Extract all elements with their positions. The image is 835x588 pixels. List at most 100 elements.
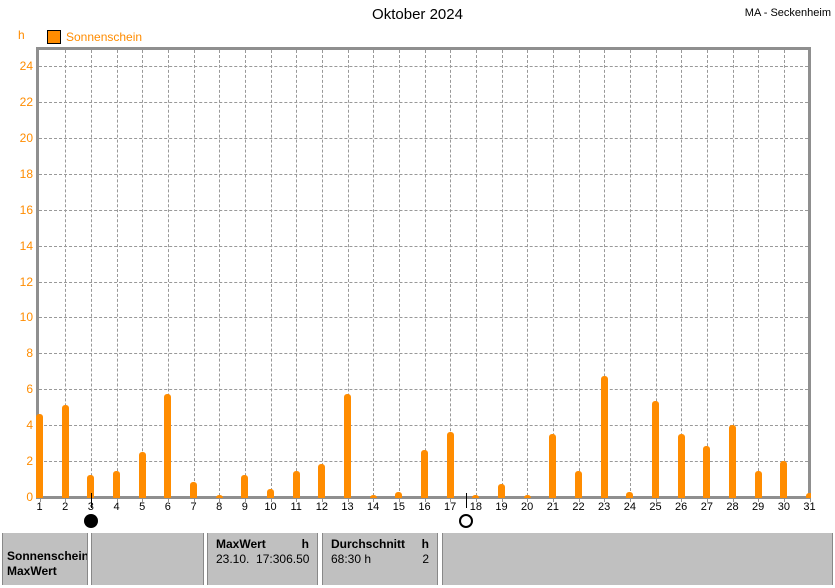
bar-day-14 xyxy=(369,494,377,498)
gridline-v-26 xyxy=(681,50,683,496)
bar-day-1 xyxy=(36,413,43,498)
gridline-h-22 xyxy=(39,101,808,103)
bar-day-23 xyxy=(600,376,608,498)
x-tick-day-12 xyxy=(321,499,323,502)
x-tick-day-24 xyxy=(629,499,631,502)
bar-day-31 xyxy=(806,492,811,498)
legend: Sonnenschein xyxy=(47,30,142,44)
x-tick-day-21 xyxy=(552,499,554,502)
bar-day-26 xyxy=(677,433,685,498)
x-tick-day-29 xyxy=(758,499,760,502)
gridline-v-22 xyxy=(578,50,580,496)
footer-empty-cell-right xyxy=(442,533,833,585)
gridline-h-8 xyxy=(39,353,808,355)
bar-day-7 xyxy=(190,482,197,498)
maxwert-datetime: 23.10. 17:30 xyxy=(216,552,287,566)
bar-day-27 xyxy=(703,446,711,498)
bar-day-16 xyxy=(421,449,428,498)
gridline-v-4 xyxy=(116,50,118,496)
x-tick-day-8 xyxy=(219,499,221,502)
gridline-v-21 xyxy=(552,50,554,496)
x-tick-day-14 xyxy=(373,499,375,502)
bar-day-19 xyxy=(498,483,505,498)
gridline-h-14 xyxy=(39,245,808,247)
gridline-v-3 xyxy=(90,50,92,496)
durchschnitt-title: Durchschnitt xyxy=(331,537,406,551)
x-tick-day-3 xyxy=(90,499,92,502)
gridline-h-20 xyxy=(39,137,808,139)
maxwert-title: MaxWert xyxy=(216,537,266,551)
chart-plot-area xyxy=(36,50,811,502)
x-tick-day-11 xyxy=(296,499,298,502)
bar-day-3 xyxy=(87,474,95,498)
bar-day-6 xyxy=(164,394,172,498)
gridline-v-5 xyxy=(142,50,144,496)
x-tick-day-15 xyxy=(398,499,400,502)
legend-color-swatch xyxy=(47,30,61,44)
durchschnitt-count: 2 xyxy=(422,552,429,566)
chart-title: Oktober 2024 xyxy=(372,6,463,23)
gridline-v-13 xyxy=(347,50,349,496)
gridline-v-8 xyxy=(219,50,221,496)
bar-day-5 xyxy=(138,451,146,498)
x-tick-day-5 xyxy=(142,499,144,502)
x-tick-day-20 xyxy=(527,499,529,502)
x-tick-day-23 xyxy=(604,499,606,502)
gridline-v-7 xyxy=(193,50,195,496)
gridline-v-15 xyxy=(398,50,400,496)
gridline-h-12 xyxy=(39,281,808,283)
gridline-v-20 xyxy=(527,50,529,496)
bar-day-21 xyxy=(549,433,557,498)
x-tick-day-4 xyxy=(116,499,118,502)
x-tick-day-28 xyxy=(732,499,734,502)
gridline-v-23 xyxy=(604,50,606,496)
gridline-v-17 xyxy=(450,50,452,496)
x-tick-day-9 xyxy=(244,499,246,502)
x-tick-day-22 xyxy=(578,499,580,502)
bar-day-8 xyxy=(215,494,223,498)
bar-day-17 xyxy=(446,431,454,498)
gridline-v-6 xyxy=(167,50,169,496)
gridline-v-18 xyxy=(475,50,477,496)
x-tick-day-16 xyxy=(424,499,426,502)
gridline-v-30 xyxy=(783,50,785,496)
gridline-v-29 xyxy=(758,50,760,496)
x-tick-day-13 xyxy=(347,499,349,502)
bar-day-11 xyxy=(292,471,300,498)
bar-day-4 xyxy=(113,471,120,498)
x-tick-day-31 xyxy=(809,499,811,502)
x-tick-day-2 xyxy=(65,499,67,502)
gridline-h-6 xyxy=(39,389,808,391)
x-tick-day-1 xyxy=(39,499,41,502)
gridline-v-28 xyxy=(732,50,734,496)
bar-day-13 xyxy=(344,394,351,498)
durchschnitt-unit: h xyxy=(421,537,429,551)
station-name: MA - Seckenheim xyxy=(744,7,831,19)
gridline-v-27 xyxy=(706,50,708,496)
gridline-v-25 xyxy=(655,50,657,496)
footer-series-label: Sonnenschein xyxy=(7,549,88,563)
bar-day-10 xyxy=(267,489,274,498)
x-tick-day-10 xyxy=(270,499,272,502)
bar-day-30 xyxy=(780,461,788,498)
gridline-v-11 xyxy=(296,50,298,496)
footer-empty-cell xyxy=(91,533,204,585)
bar-day-20 xyxy=(523,494,531,498)
bar-day-12 xyxy=(318,464,326,498)
x-tick-day-30 xyxy=(783,499,785,502)
gridline-v-19 xyxy=(501,50,503,496)
gridline-v-16 xyxy=(424,50,426,496)
footer-maxwert-cell: MaxWert h 23.10. 17:30 6.50 xyxy=(207,533,318,585)
y-axis-unit-label: h xyxy=(18,28,25,42)
x-tick-day-17 xyxy=(450,499,452,502)
bar-day-9 xyxy=(241,474,249,498)
x-tick-day-18 xyxy=(475,499,477,502)
maxwert-unit: h xyxy=(301,537,309,551)
gridline-v-2 xyxy=(65,50,67,496)
x-tick-day-19 xyxy=(501,499,503,502)
maxwert-value: 6.50 xyxy=(286,552,310,566)
footer-series-cell: Sonnenschein MaxWert xyxy=(2,533,88,585)
durchschnitt-value: 68:30 h xyxy=(331,552,372,566)
footer-metric-label: MaxWert xyxy=(7,564,57,578)
